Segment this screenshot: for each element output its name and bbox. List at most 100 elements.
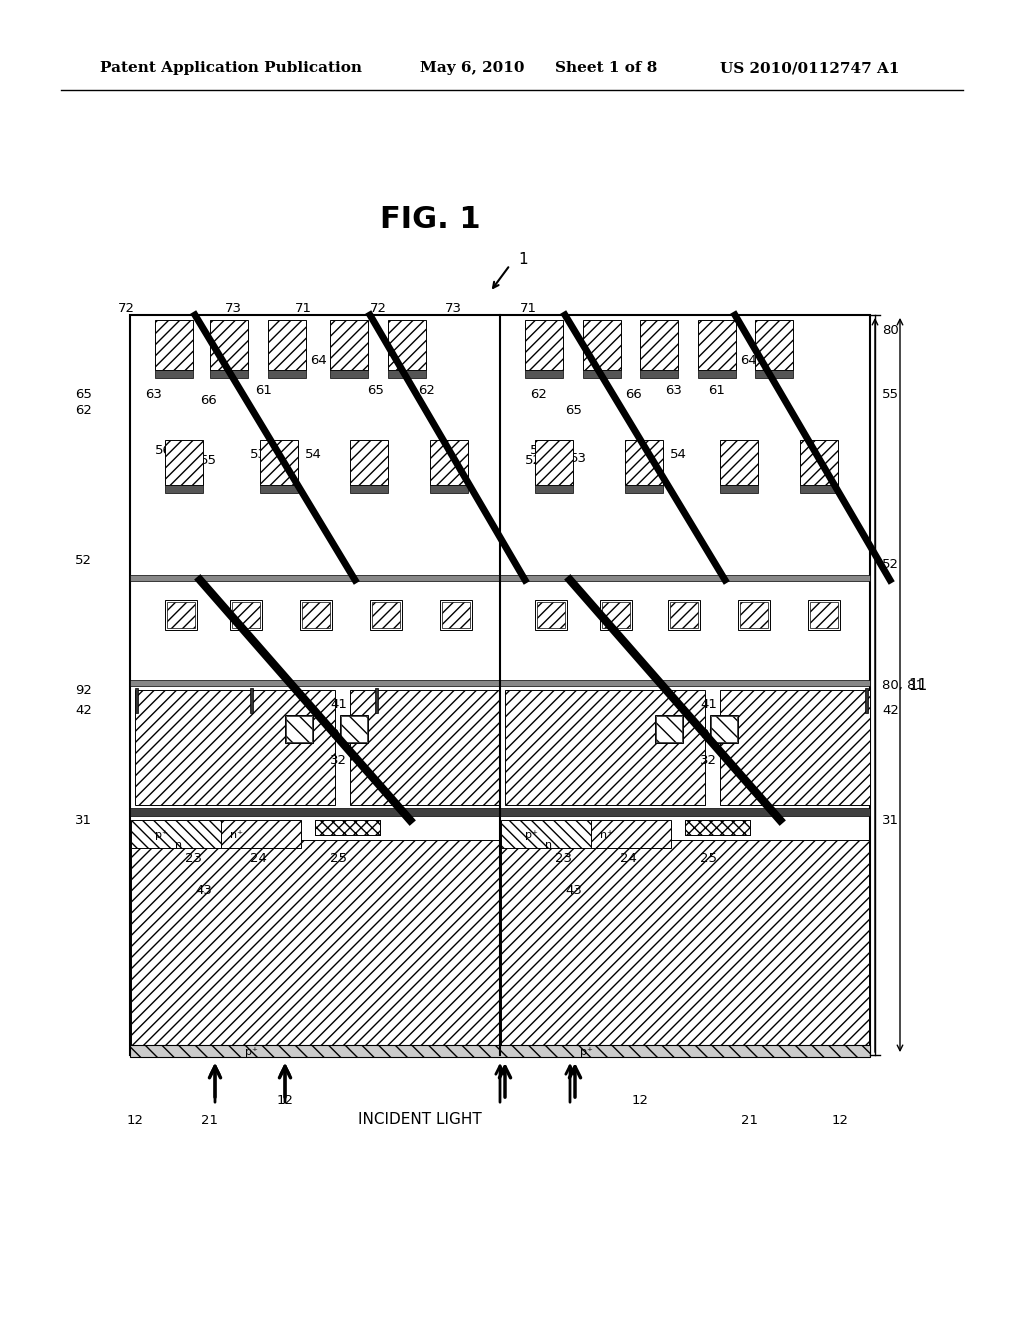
Text: 52: 52	[882, 558, 899, 572]
Bar	[602, 602, 630, 628]
Bar	[315, 820, 380, 836]
Bar	[720, 484, 758, 492]
Bar	[442, 602, 470, 628]
Text: 91: 91	[330, 729, 347, 742]
Text: 80, 81: 80, 81	[882, 678, 924, 692]
Text: 62: 62	[530, 388, 547, 401]
Text: 61: 61	[255, 384, 272, 396]
Text: 92: 92	[75, 684, 92, 697]
Text: 73: 73	[445, 301, 462, 314]
Bar	[755, 319, 793, 370]
Bar	[221, 820, 301, 847]
Text: 66: 66	[625, 388, 642, 401]
Text: 63: 63	[665, 384, 682, 396]
Bar	[130, 808, 870, 816]
Bar	[330, 319, 368, 370]
Text: 41: 41	[330, 698, 347, 711]
Bar	[501, 840, 869, 1045]
Text: May 6, 2010: May 6, 2010	[420, 61, 524, 75]
Text: n: n	[545, 840, 552, 850]
Bar	[370, 601, 402, 630]
Bar	[430, 440, 468, 484]
Bar	[315, 820, 380, 836]
Bar	[501, 820, 591, 847]
Bar	[210, 319, 248, 370]
Bar	[535, 484, 573, 492]
Text: 32: 32	[330, 754, 347, 767]
Text: 12: 12	[831, 1114, 849, 1126]
Text: Sheet 1 of 8: Sheet 1 of 8	[555, 61, 657, 75]
Text: 53: 53	[570, 451, 587, 465]
Text: FIG. 1: FIG. 1	[380, 206, 480, 235]
Bar	[625, 484, 663, 492]
Text: 12: 12	[276, 1093, 294, 1106]
Bar	[640, 319, 678, 370]
Text: 1: 1	[518, 252, 527, 268]
Bar	[375, 688, 378, 713]
Text: n⁺: n⁺	[600, 830, 613, 840]
Text: 53: 53	[250, 449, 267, 462]
Bar	[155, 319, 193, 370]
Bar	[698, 319, 736, 370]
Text: 52: 52	[525, 454, 542, 466]
Bar	[232, 602, 260, 628]
Bar	[640, 370, 678, 378]
Text: 64: 64	[740, 354, 757, 367]
Text: p⁺: p⁺	[245, 1047, 258, 1057]
Text: p⁺: p⁺	[155, 830, 168, 840]
Bar	[285, 715, 313, 743]
Bar	[525, 370, 563, 378]
Bar	[535, 440, 573, 484]
Bar	[685, 820, 750, 836]
Bar	[330, 370, 368, 378]
Bar	[800, 440, 838, 484]
Text: US 2010/0112747 A1: US 2010/0112747 A1	[720, 61, 899, 75]
Text: n⁺: n⁺	[230, 830, 243, 840]
Bar	[710, 715, 738, 743]
Bar	[505, 690, 705, 805]
Text: 56: 56	[625, 449, 642, 462]
Text: 62: 62	[75, 404, 92, 417]
Text: 23: 23	[555, 851, 572, 865]
Bar	[260, 484, 298, 492]
Text: 80: 80	[882, 323, 899, 337]
Bar	[268, 370, 306, 378]
Text: p⁺: p⁺	[580, 1047, 593, 1057]
Text: 12: 12	[632, 1093, 648, 1106]
Text: 43: 43	[195, 883, 212, 896]
Bar	[440, 601, 472, 630]
Text: Patent Application Publication: Patent Application Publication	[100, 61, 362, 75]
Bar	[698, 370, 736, 378]
Text: 73: 73	[225, 301, 242, 314]
Bar	[350, 484, 388, 492]
Bar	[583, 319, 621, 370]
Bar	[656, 715, 682, 742]
Bar	[130, 1045, 870, 1057]
Text: 63: 63	[145, 388, 162, 401]
Text: n: n	[175, 840, 182, 850]
Text: 65: 65	[367, 384, 384, 396]
Bar	[388, 319, 426, 370]
Bar	[165, 440, 203, 484]
Text: 54: 54	[670, 449, 687, 462]
Text: INCIDENT LIGHT: INCIDENT LIGHT	[358, 1113, 482, 1127]
Text: p⁺: p⁺	[525, 830, 538, 840]
Bar	[655, 715, 683, 743]
Bar	[591, 820, 671, 847]
Text: 55: 55	[530, 444, 547, 457]
Bar	[230, 601, 262, 630]
Bar	[130, 315, 870, 1055]
Bar	[372, 602, 400, 628]
Text: 71: 71	[520, 301, 537, 314]
Text: 25: 25	[330, 851, 347, 865]
Bar	[300, 601, 332, 630]
Text: 65: 65	[75, 388, 92, 401]
Text: 31: 31	[882, 813, 899, 826]
Text: 52: 52	[75, 553, 92, 566]
Bar	[720, 440, 758, 484]
Text: 65: 65	[565, 404, 582, 417]
Text: 72: 72	[118, 301, 135, 314]
Text: 21: 21	[741, 1114, 759, 1126]
Bar	[130, 576, 870, 581]
Text: 62: 62	[418, 384, 435, 396]
